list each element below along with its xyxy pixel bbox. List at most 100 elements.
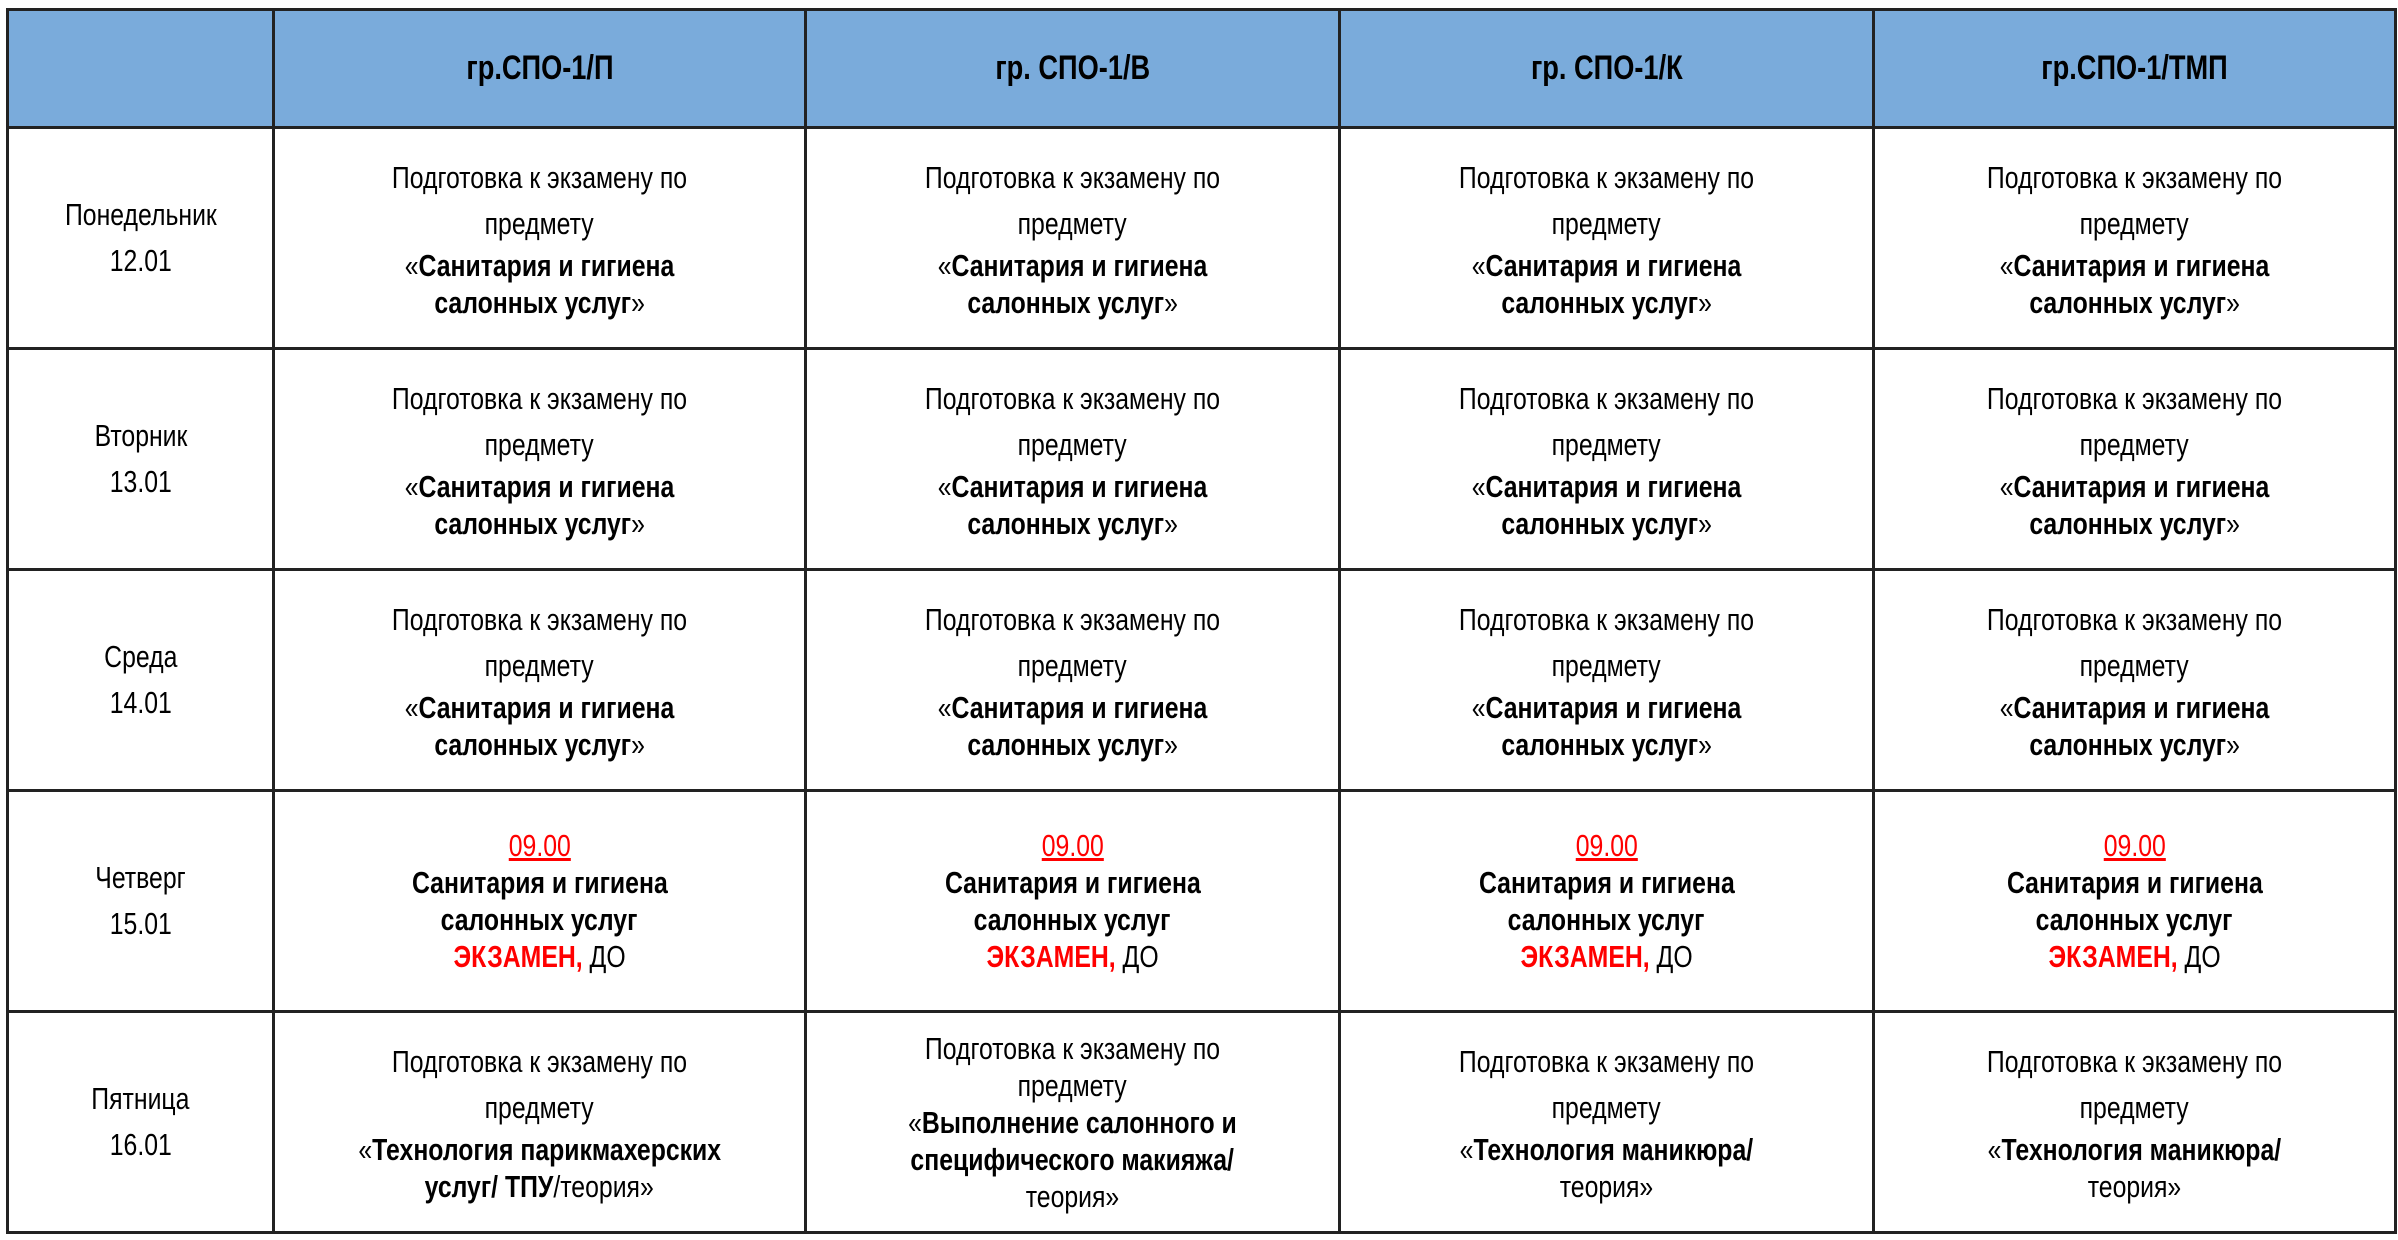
text-line: «Санитария и гигиена [1343, 468, 1871, 505]
lesson-text: салонных услуг [434, 506, 631, 541]
lesson-text: Подготовка к экзамену по [924, 1030, 1221, 1066]
text-line-inner: «Санитария и гигиена [2000, 689, 2270, 726]
lesson-text: « [908, 1104, 922, 1140]
lesson-text: Санитария и гигиена [418, 248, 675, 283]
text-line: «Санитария и гигиена [1343, 247, 1871, 284]
text-line: ЭКЗАМЕН, ДО [1877, 938, 2393, 975]
text-line-inner: салонных услуг» [967, 505, 1178, 542]
lesson-text: салонных услуг [2029, 506, 2226, 541]
text-line: Пятница [11, 1076, 271, 1122]
text-line: салонных услуг» [809, 284, 1337, 321]
lesson-text: » [630, 506, 645, 541]
lesson-text: ДО [582, 939, 626, 974]
lesson-text: предмету [485, 1090, 594, 1125]
lesson-text: салонных услуг [1501, 727, 1698, 762]
text-line-inner: Подготовка к экзамену по [1987, 155, 2282, 201]
day-name: Вторник [94, 418, 187, 453]
lesson-text: » [1163, 506, 1178, 541]
text-line-inner: Подготовка к экзамену по [392, 155, 687, 201]
text-line: предмету [809, 422, 1337, 468]
lesson-cell: Подготовка к экзамену по предмету «Техноло… [1872, 1010, 2397, 1234]
text-line-inner: «Технология парикмахерских [358, 1131, 721, 1168]
text-line-inner: гр.СПО-1/П [465, 49, 614, 87]
text-line: предмету [809, 201, 1337, 247]
day-row: Вторник 13.01 Подготовка к экзамену по пред… [6, 347, 2397, 571]
lesson-text: Санитария и гигиена [411, 865, 668, 900]
lesson-text: предмету [1552, 1090, 1661, 1125]
lesson-text: « [1471, 469, 1486, 504]
exam-label: ЭКЗАМЕН, [453, 939, 583, 974]
lesson-text: » [2225, 506, 2240, 541]
exam-time: 09.00 [2103, 828, 2166, 863]
text-line: услуг/ ТПУ/теория» [277, 1168, 803, 1205]
text-line: Подготовка к экзамену по [1877, 1039, 2393, 1085]
lesson-text: Санитария и гигиена [1485, 690, 1742, 725]
day-name: Пятница [91, 1081, 190, 1116]
text-line: салонных услуг» [1343, 505, 1871, 542]
lesson-text: теория» [1025, 1178, 1120, 1214]
text-line: «Санитария и гигиена [277, 247, 803, 284]
lesson-text: Технология маникюра/ [2001, 1132, 2282, 1167]
text-line: предмету [277, 201, 803, 247]
lesson-cell: 09.00 Санитария и гигиена салонных услуг ЭК… [804, 789, 1341, 1013]
text-line-inner: предмету [1552, 201, 1661, 247]
lesson-cell: Подготовка к экзамену по предмету «Техноло… [272, 1010, 807, 1234]
lesson-text: салонных услуг [1508, 902, 1705, 937]
text-line-inner: «Технология маникюра/ [1988, 1131, 2281, 1168]
lesson-text: Санитария и гигиена [1485, 469, 1742, 504]
lesson-text: салонных услуг [967, 727, 1164, 762]
day-name: Четверг [95, 860, 186, 895]
lesson-text: Санитария и гигиена [2013, 690, 2270, 725]
text-line: Подготовка к экзамену по [1343, 376, 1871, 422]
lesson-text: предмету [1018, 427, 1127, 462]
text-line: салонных услуг» [1877, 726, 2393, 763]
text-line: салонных услуг» [277, 726, 803, 763]
text-line: теория» [1877, 1168, 2393, 1205]
lesson-cell: Подготовка к экзамену по предмету «Санитар… [1872, 347, 2397, 571]
lesson-text: Санитария и гигиена [418, 469, 675, 504]
text-line-inner: предмету [2080, 422, 2189, 468]
text-line: Санитария и гигиена [277, 864, 803, 901]
text-line: Санитария и гигиена [809, 864, 1337, 901]
header-row: гр.СПО-1/П гр. СПО-1/В гр. СПО-1/К гр.СПО-1… [6, 8, 2397, 129]
text-line: предмету [1877, 643, 2393, 689]
text-line: Санитария и гигиена [1343, 864, 1871, 901]
text-line-inner: ЭКЗАМЕН, ДО [986, 938, 1158, 975]
lesson-text: » [2225, 727, 2240, 762]
text-line-inner: салонных услуг» [2029, 505, 2240, 542]
text-line: предмету [1877, 1085, 2393, 1131]
lesson-text: предмету [1552, 427, 1661, 462]
lesson-text: предмету [1018, 206, 1127, 241]
text-line: теория» [1343, 1168, 1871, 1205]
text-line-inner: Подготовка к экзамену по [1459, 1039, 1754, 1085]
lesson-text: Технология парикмахерских [371, 1132, 721, 1167]
lesson-text: « [1459, 1132, 1474, 1167]
text-line: ЭКЗАМЕН, ДО [809, 938, 1337, 975]
text-line: салонных услуг» [809, 505, 1337, 542]
text-line: гр.СПО-1/П [277, 49, 803, 87]
text-line: «Технология маникюра/ [1877, 1131, 2393, 1168]
text-line: «Санитария и гигиена [809, 247, 1337, 284]
text-line-inner: специфического макияжа/ [911, 1141, 1234, 1178]
text-line-inner: предмету [1552, 643, 1661, 689]
text-line-inner: салонных услуг [1508, 901, 1705, 938]
text-line: «Санитария и гигиена [1877, 247, 2393, 284]
header-corner [6, 8, 275, 129]
lesson-text: Санитария и гигиена [951, 690, 1208, 725]
text-line-inner: «Санитария и гигиена [938, 247, 1208, 284]
text-line-inner: 09.00 [2103, 827, 2165, 864]
lesson-text: Подготовка к экзамену по [1458, 381, 1755, 416]
lesson-text: предмету [2080, 1090, 2189, 1125]
text-line: «Санитария и гигиена [1343, 689, 1871, 726]
lesson-text: салонных услуг [2036, 902, 2233, 937]
lesson-text: предмету [485, 206, 594, 241]
text-line: ЭКЗАМЕН, ДО [277, 938, 803, 975]
text-line: Подготовка к экзамену по [809, 376, 1337, 422]
lesson-cell: 09.00 Санитария и гигиена салонных услуг ЭК… [1338, 789, 1875, 1013]
text-line: предмету [1343, 643, 1871, 689]
text-line: Подготовка к экзамену по [809, 155, 1337, 201]
day-row: Среда 14.01 Подготовка к экзамену по предме… [6, 568, 2397, 792]
text-line: специфического макияжа/ [809, 1141, 1337, 1178]
text-line-inner: предмету [485, 1085, 594, 1131]
lesson-text: теория» [2087, 1169, 2182, 1204]
